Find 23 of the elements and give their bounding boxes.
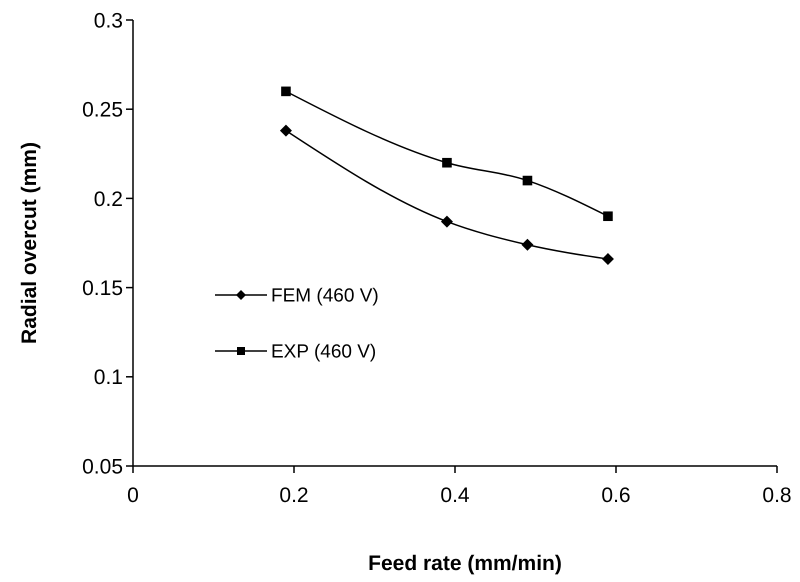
point: [522, 176, 532, 186]
point: [602, 253, 614, 266]
x-tick-label: 0: [127, 484, 139, 507]
x-tick-label: 0.4: [440, 484, 470, 507]
y-axis-title: Radial overcut (mm): [18, 142, 41, 344]
point: [603, 211, 613, 222]
point: [280, 124, 292, 137]
x-tick-label: 0.2: [279, 484, 309, 507]
x-tick-label: 0.8: [762, 484, 792, 507]
legend-label: FEM (460 V): [271, 286, 379, 307]
legend-label: EXP (460 V): [271, 342, 376, 363]
y-tick-label: 0.25: [82, 98, 123, 122]
point: [281, 86, 291, 96]
point: [442, 158, 452, 168]
y-tick-label: 0.3: [94, 9, 123, 32]
y-tick-label: 0.05: [82, 455, 123, 478]
y-tick-label: 0.2: [94, 188, 123, 211]
y-tick-label: 0.1: [94, 366, 123, 390]
point: [521, 238, 534, 251]
y-tick-label: 0.15: [82, 276, 123, 300]
x-tick-label: 0.6: [601, 484, 631, 507]
x-axis-title: Feed rate (mm/min): [368, 552, 562, 575]
point: [440, 216, 453, 228]
